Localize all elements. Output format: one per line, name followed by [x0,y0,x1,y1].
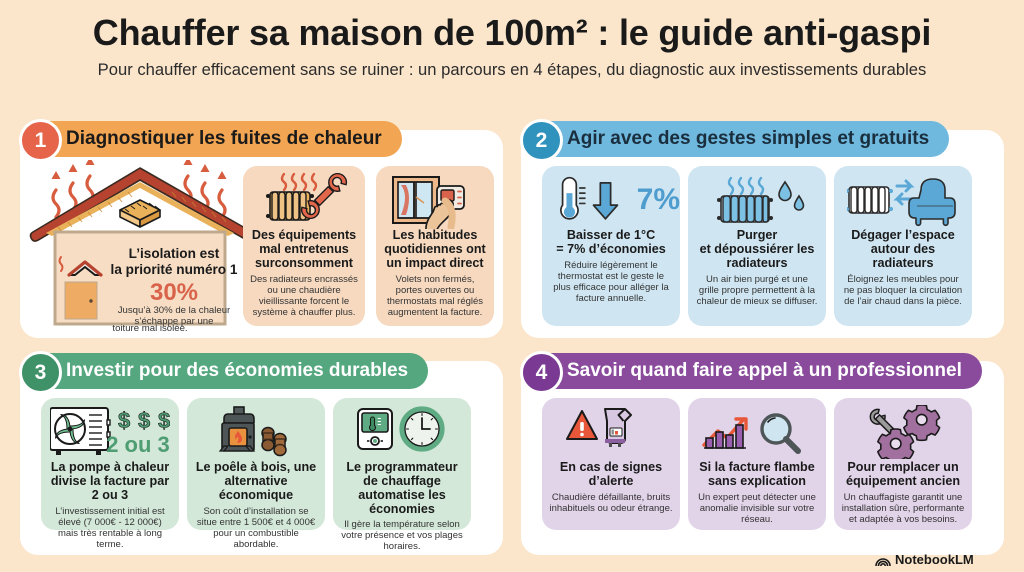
svg-text:$: $ [158,408,170,433]
svg-text:30%: 30% [150,279,198,306]
svg-text:$: $ [138,408,150,433]
svg-text:2 ou 3: 2 ou 3 [106,432,170,457]
svg-text:L’isolation est: L’isolation est [129,246,220,261]
svg-text:$: $ [118,408,130,433]
svg-text:la priorité numéro 1: la priorité numéro 1 [111,262,238,277]
svg-text:Jusqu’à 30% de la chaleur: Jusqu’à 30% de la chaleur [118,305,231,316]
